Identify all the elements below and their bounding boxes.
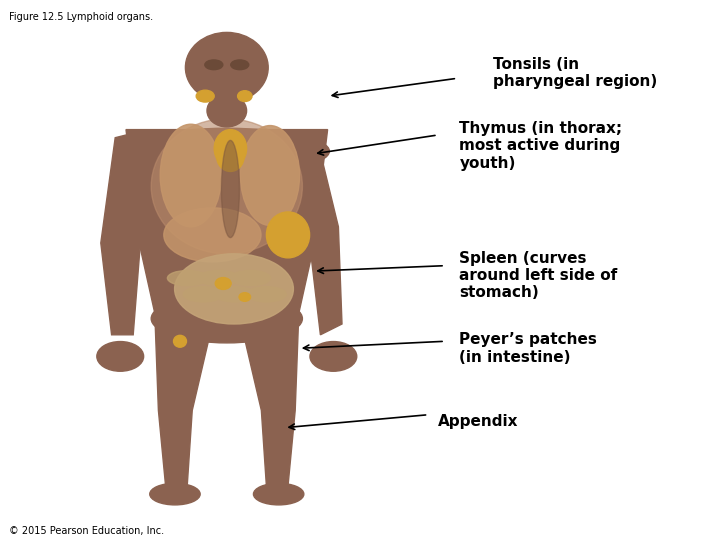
Ellipse shape	[207, 94, 246, 127]
Ellipse shape	[125, 128, 329, 174]
Text: Figure 12.5 Lymphoid organs.: Figure 12.5 Lymphoid organs.	[9, 12, 153, 22]
Ellipse shape	[246, 287, 287, 302]
Ellipse shape	[199, 271, 239, 286]
Polygon shape	[126, 130, 328, 313]
Ellipse shape	[240, 126, 300, 226]
Ellipse shape	[161, 124, 222, 227]
Ellipse shape	[215, 278, 231, 289]
Polygon shape	[241, 313, 299, 486]
Ellipse shape	[167, 271, 207, 286]
Ellipse shape	[215, 130, 246, 167]
Ellipse shape	[196, 90, 215, 102]
Ellipse shape	[151, 119, 302, 254]
Ellipse shape	[150, 483, 200, 505]
Ellipse shape	[266, 212, 310, 258]
Ellipse shape	[230, 271, 270, 286]
Text: Thymus (in thorax;
most active during
youth): Thymus (in thorax; most active during yo…	[459, 121, 623, 171]
Ellipse shape	[96, 341, 144, 372]
Ellipse shape	[151, 294, 302, 343]
Ellipse shape	[174, 254, 294, 324]
Ellipse shape	[231, 60, 249, 70]
Ellipse shape	[222, 140, 239, 238]
Ellipse shape	[163, 208, 261, 262]
Text: Tonsils (in
pharyngeal region): Tonsils (in pharyngeal region)	[493, 57, 657, 89]
Ellipse shape	[239, 293, 251, 301]
Text: Peyer’s patches
(in intestine): Peyer’s patches (in intestine)	[459, 332, 597, 365]
Ellipse shape	[217, 141, 244, 172]
Ellipse shape	[183, 287, 223, 302]
Text: Appendix: Appendix	[438, 414, 518, 429]
Text: © 2015 Pearson Education, Inc.: © 2015 Pearson Education, Inc.	[9, 525, 163, 536]
Text: Spleen (curves
around left side of
stomach): Spleen (curves around left side of stoma…	[459, 251, 618, 300]
Polygon shape	[288, 132, 342, 335]
Ellipse shape	[215, 287, 255, 302]
Polygon shape	[155, 313, 212, 486]
Ellipse shape	[310, 341, 356, 372]
Ellipse shape	[174, 335, 186, 347]
Ellipse shape	[238, 91, 252, 102]
Ellipse shape	[205, 60, 223, 70]
Ellipse shape	[253, 483, 304, 505]
Ellipse shape	[137, 135, 317, 308]
Ellipse shape	[185, 32, 268, 103]
Polygon shape	[101, 132, 158, 335]
